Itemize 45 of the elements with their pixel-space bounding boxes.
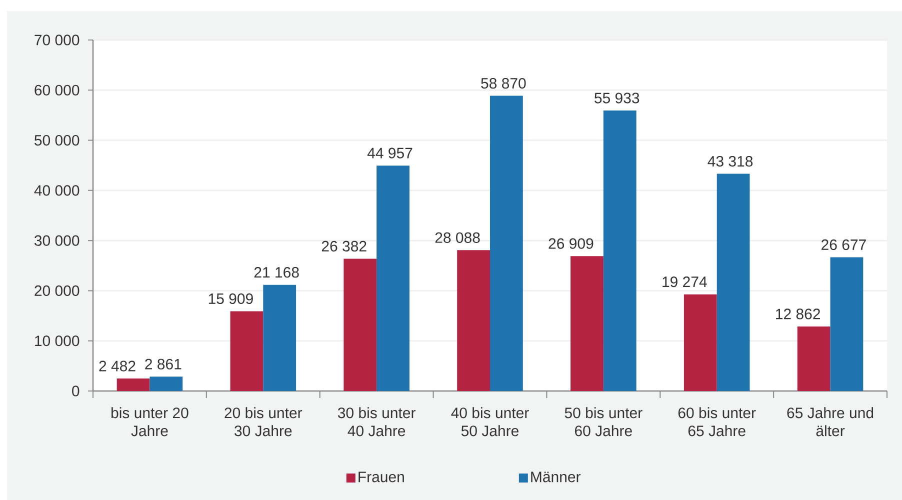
data-label: 43 318 [708,156,753,167]
x-tick-label: 65 Jahre und älter [787,407,874,436]
bar [830,257,864,391]
x-tick-label: 60 bis unter 65 Jahre [678,407,756,436]
data-label: 15 909 [208,293,253,304]
bar [603,110,636,391]
y-tick-label: 40 000 [34,185,80,196]
bar [570,256,604,391]
x-tick-label: 50 bis unter 60 Jahre [564,407,642,436]
x-tick-label: 20 bis unter 30 Jahre [224,407,302,436]
bar [150,376,183,391]
y-tick-label: 30 000 [34,235,80,246]
legend-label: Frauen [358,472,404,482]
bar [376,166,410,391]
x-tick-label: bis unter 20 Jahre [112,407,188,436]
data-label: 58 870 [481,78,526,89]
bar [116,378,150,391]
data-label: 44 957 [367,148,412,158]
data-label: 26 382 [322,240,366,252]
data-label: 28 088 [435,232,480,243]
data-label: 21 168 [254,267,299,278]
bar [263,284,296,391]
bar [797,326,830,391]
bar [490,96,523,391]
y-tick-label: 20 000 [34,285,80,296]
bar [457,250,490,391]
data-label: 26 909 [548,238,594,249]
y-tick-label: 10 000 [35,336,80,346]
legend-label: Männer [531,472,581,482]
bar [684,294,717,391]
y-tick-label: 50 000 [34,134,80,146]
x-tick-label: 30 bis unter 40 Jahre [338,407,416,436]
y-tick-label: 70 000 [34,34,80,46]
y-tick-label: 60 000 [34,84,80,96]
data-label: 55 933 [594,92,640,104]
data-label: 19 274 [662,276,707,288]
x-tick-label: 40 bis unter 50 Jahre [451,407,529,436]
data-label: 12 862 [776,308,820,320]
y-tick-label: 0 [72,386,80,396]
data-label: 26 677 [822,239,866,250]
data-label: 2 861 [145,358,182,370]
bar [344,258,377,391]
bar [716,174,750,391]
data-label: 2 482 [99,360,136,372]
bar [230,311,264,391]
